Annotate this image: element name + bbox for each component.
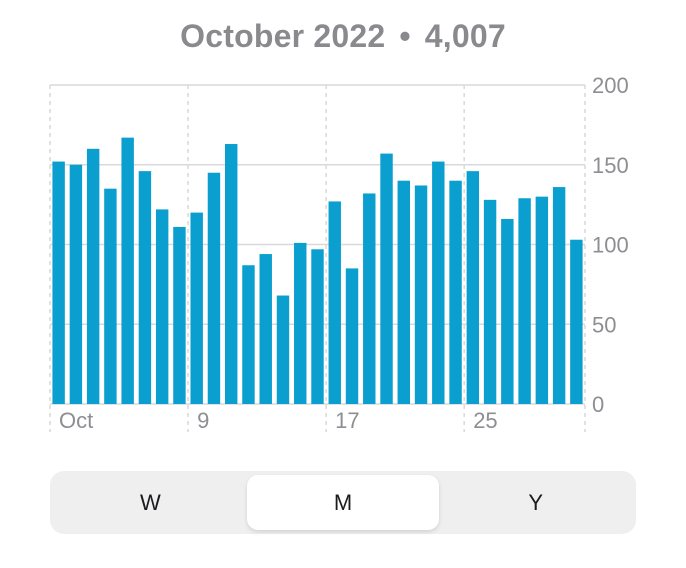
bar xyxy=(570,239,583,404)
bar xyxy=(294,242,307,404)
x-tick-label: 9 xyxy=(197,408,209,433)
bar xyxy=(328,201,341,404)
bar xyxy=(552,187,566,404)
y-tick-label: 100 xyxy=(592,233,629,258)
range-week-tab[interactable]: W xyxy=(139,490,161,515)
bar xyxy=(397,180,411,404)
bar xyxy=(224,144,238,404)
bar xyxy=(190,212,203,404)
bar xyxy=(69,164,83,404)
bar xyxy=(259,254,272,404)
bar xyxy=(501,218,514,404)
header-separator: • xyxy=(399,18,411,54)
bar-chart: 0 50 100 150 200 Oct 9 17 25 xyxy=(49,73,629,433)
month-label: October 2022 xyxy=(180,18,386,54)
y-tick-label: 150 xyxy=(592,153,629,178)
bar xyxy=(466,171,480,404)
total-value: 4,007 xyxy=(424,18,506,54)
bar xyxy=(414,185,428,404)
bar xyxy=(104,188,117,404)
bar xyxy=(173,226,186,404)
range-selector: W M Y xyxy=(50,471,636,534)
bar xyxy=(121,137,134,404)
x-tick-label: 17 xyxy=(335,408,359,433)
y-tick-label: 50 xyxy=(592,312,616,337)
bar xyxy=(86,148,100,404)
bar xyxy=(311,249,324,404)
bar xyxy=(155,209,169,404)
bar xyxy=(276,295,290,404)
bar xyxy=(52,161,65,404)
y-tick-label: 0 xyxy=(592,392,604,417)
chart-header: October 2022 • 4,007 xyxy=(0,18,686,55)
bar xyxy=(535,196,549,404)
range-month-tab[interactable]: M xyxy=(246,475,440,530)
y-tick-label: 200 xyxy=(592,73,629,98)
bar xyxy=(380,153,393,404)
bar xyxy=(518,198,531,404)
x-tick-label: 25 xyxy=(473,408,497,433)
bar xyxy=(242,265,255,404)
bar xyxy=(483,199,497,404)
bar xyxy=(138,171,152,404)
bar xyxy=(345,268,359,404)
bar xyxy=(363,193,376,404)
bar xyxy=(432,161,445,404)
x-tick-label: Oct xyxy=(59,408,93,433)
range-year-tab[interactable]: Y xyxy=(528,490,543,515)
bar xyxy=(207,172,221,404)
bar xyxy=(449,180,462,404)
